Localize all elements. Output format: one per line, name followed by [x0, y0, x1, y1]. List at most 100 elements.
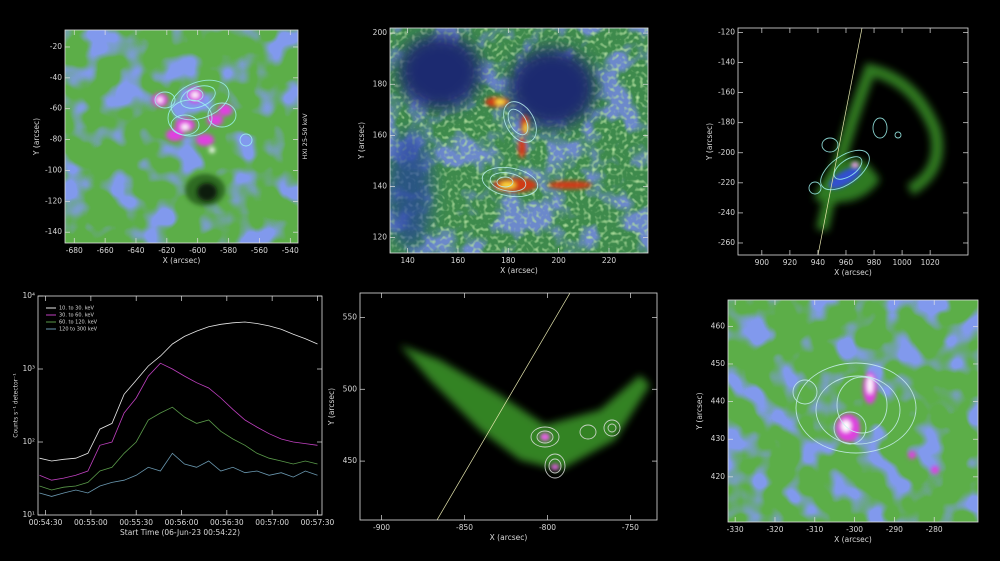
y-tick-label: 140	[373, 182, 388, 191]
panel: 140 160 180 200 220 120 140 160 180 200 X (arcsec)…	[357, 27, 649, 275]
x-tick-label: -580	[220, 246, 237, 255]
y-tick-label: 120	[373, 233, 388, 242]
contour	[154, 91, 176, 109]
contour	[836, 376, 888, 434]
x-tick-label: 00:55:00	[74, 518, 108, 527]
contour	[820, 149, 870, 191]
plot-area	[738, 28, 968, 255]
image-feature	[908, 451, 916, 459]
contour	[186, 88, 204, 102]
image-feature	[500, 182, 516, 188]
y-axis-label: Y (arcsec)	[695, 392, 704, 430]
y-tick-label: 450	[711, 359, 726, 368]
contour	[170, 79, 230, 121]
y-tick-label: -100	[45, 165, 62, 174]
contour	[808, 181, 822, 195]
contour	[792, 379, 818, 405]
contour	[544, 453, 566, 479]
image-feature	[196, 134, 214, 146]
contour	[167, 99, 213, 137]
plot-area	[38, 296, 322, 515]
image-feature	[867, 376, 873, 394]
panel: 900 920 940 960 980 1000 1020 -260 -240 -220 -200 -…	[705, 27, 969, 277]
y-tick-label: -180	[718, 118, 735, 127]
limb-line	[817, 28, 863, 255]
plot-frame	[359, 292, 658, 521]
legend-label: 120 to 300 keV	[59, 327, 98, 333]
y-tick-label: -260	[718, 238, 735, 247]
y-tick-label: 160	[373, 130, 388, 139]
y-tick-label: -220	[718, 178, 735, 187]
x-tick-label: -750	[622, 523, 639, 532]
y-tick-label: -120	[718, 28, 735, 37]
contour	[548, 458, 562, 474]
plot-frame	[389, 27, 649, 254]
x-tick-label: -330	[727, 525, 744, 534]
y-axis-label: Y (arcsec)	[32, 118, 41, 156]
data-line	[39, 362, 318, 481]
plot-background	[38, 296, 322, 515]
y-tick-label: 420	[711, 472, 726, 481]
plot-area	[65, 30, 298, 243]
x-tick-label: -320	[766, 525, 783, 534]
contour	[530, 426, 560, 448]
y-tick-label: -20	[50, 42, 62, 51]
panel: 00:54:30 00:55:00 00:55:30 00:56:00 00:56:30…	[13, 291, 335, 537]
plot-frame	[737, 27, 969, 256]
y-tick-label: 10²	[22, 437, 35, 446]
contour	[481, 166, 539, 198]
x-tick-label: 00:55:30	[119, 518, 153, 527]
contour	[489, 172, 527, 192]
contour	[795, 362, 917, 454]
image-feature	[931, 466, 939, 474]
image-feature	[398, 34, 482, 110]
x-tick-label: -540	[282, 246, 299, 255]
contour	[496, 176, 514, 188]
x-axis-label: X (arcsec)	[834, 535, 872, 544]
data-line	[39, 452, 318, 497]
image-feature	[390, 130, 432, 250]
y-tick-label: -80	[50, 135, 62, 144]
contour	[872, 117, 888, 139]
x-tick-label: 00:57:00	[255, 518, 289, 527]
x-tick-label: 00:56:30	[210, 518, 244, 527]
x-tick-label: 980	[867, 258, 882, 267]
y-tick-label: -120	[45, 196, 62, 205]
x-tick-label: 900	[755, 258, 770, 267]
y-axis-label: Y (arcsec)	[327, 388, 336, 426]
panel: -330 -320 -310 -300 -290 -280 420 430 440 450 460 X…	[695, 299, 979, 544]
x-tick-label: -280	[926, 525, 943, 534]
contour	[821, 137, 839, 153]
y-axis-label: Y (arcsec)	[705, 123, 714, 161]
x-tick-label: 00:56:00	[165, 518, 199, 527]
contour	[170, 114, 200, 136]
plot-area	[360, 293, 657, 520]
x-tick-label: -600	[189, 246, 206, 255]
y-tick-label: 10³	[22, 364, 35, 373]
contour	[607, 423, 617, 433]
x-axis-label: X (arcsec)	[500, 266, 538, 275]
x-tick-label: 180	[501, 256, 516, 265]
y-tick-label: 10¹	[22, 510, 35, 519]
x-tick-label: 1000	[893, 258, 912, 267]
x-tick-label: 200	[551, 256, 566, 265]
image-texture	[728, 300, 978, 522]
image-feature	[166, 129, 184, 141]
x-axis-label: X (arcsec)	[490, 533, 528, 542]
contour	[815, 375, 901, 445]
contour	[833, 156, 863, 180]
contour	[603, 419, 621, 437]
y-tick-label: 430	[711, 434, 726, 443]
panel: -680 -660 -640 -620 -600 -580 -560 -540 -140 -120…	[32, 29, 309, 265]
contour	[536, 430, 554, 444]
image-feature	[524, 123, 528, 133]
x-axis-label: Start Time (06-Jun-23 00:54:22)	[120, 528, 240, 537]
x-tick-label: -640	[127, 246, 144, 255]
legend-label: 30. to 60. keV	[59, 313, 94, 319]
y-tick-label: 500	[343, 384, 358, 393]
x-axis-label: X (arcsec)	[834, 268, 872, 277]
x-tick-label: 940	[811, 258, 826, 267]
contour	[507, 108, 529, 136]
